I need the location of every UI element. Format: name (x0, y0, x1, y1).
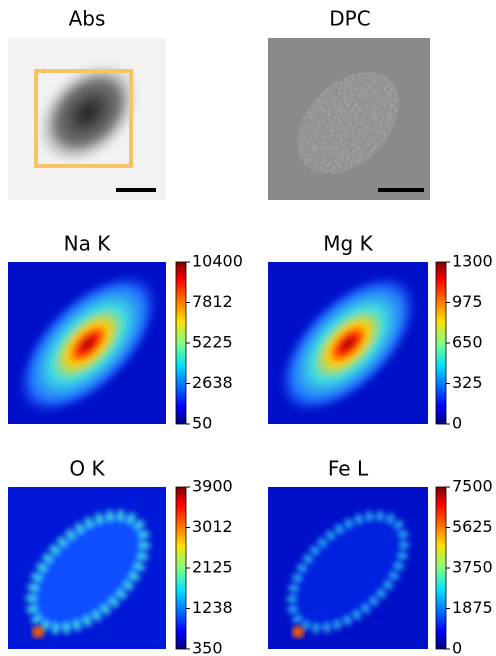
colorbar-tick-label: 0 (452, 639, 462, 656)
colorbar (176, 262, 186, 424)
panel-title: O K (69, 457, 105, 481)
colorbar-tick-label: 0 (452, 414, 462, 433)
fe-map (268, 487, 428, 650)
colorbar-tick-label: 5625 (452, 517, 493, 536)
colorbar-tick-label: 350 (192, 639, 223, 656)
dpc-image (268, 38, 430, 200)
panel-title: Mg K (323, 232, 373, 256)
colorbar-tick-label: 10400 (192, 252, 243, 271)
colorbar (436, 487, 446, 649)
colorbar-tick-label: 1300 (452, 252, 493, 271)
panel-title: Fe L (328, 457, 369, 481)
colorbar-tick-label: 1875 (452, 598, 493, 617)
panel-title: DPC (329, 7, 370, 31)
abs-image (8, 38, 166, 200)
colorbar-tick-label: 3750 (452, 558, 493, 577)
colorbar-tick-label: 3012 (192, 517, 233, 536)
na-map (0, 249, 183, 440)
colorbar-tick-label: 5225 (192, 333, 233, 352)
colorbar (436, 262, 446, 424)
colorbar (176, 487, 186, 649)
colorbar-tick-label: 1238 (192, 598, 233, 617)
colorbar-tick-label: 7500 (452, 477, 493, 496)
colorbar-tick-label: 325 (452, 373, 483, 392)
mg-map (254, 250, 442, 438)
o-map (8, 487, 166, 650)
colorbar-tick-label: 2638 (192, 373, 233, 392)
colorbar-tick-label: 7812 (192, 292, 233, 311)
colorbar-tick-label: 650 (452, 333, 483, 352)
colorbar-tick-label: 975 (452, 292, 483, 311)
figure: Abs DPC Na K 50 2638 5225 7812 10400 Mg K 0 325 6… (0, 0, 496, 656)
panel-title: Na K (64, 232, 112, 256)
colorbar-tick-label: 2125 (192, 558, 233, 577)
colorbar-tick-label: 3900 (192, 477, 233, 496)
panel-title: Abs (69, 7, 106, 31)
colorbar-tick-label: 50 (192, 414, 212, 433)
